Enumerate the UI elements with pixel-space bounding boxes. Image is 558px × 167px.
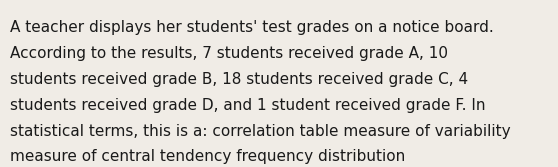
Text: According to the results, 7 students received grade A, 10: According to the results, 7 students rec…	[10, 46, 448, 61]
Text: measure of central tendency frequency distribution: measure of central tendency frequency di…	[10, 149, 405, 164]
Text: students received grade D, and 1 student received grade F. In: students received grade D, and 1 student…	[10, 98, 485, 113]
Text: students received grade B, 18 students received grade C, 4: students received grade B, 18 students r…	[10, 72, 468, 87]
Text: statistical terms, this is a: correlation table measure of variability: statistical terms, this is a: correlatio…	[10, 124, 511, 139]
Text: A teacher displays her students' test grades on a notice board.: A teacher displays her students' test gr…	[10, 20, 494, 35]
